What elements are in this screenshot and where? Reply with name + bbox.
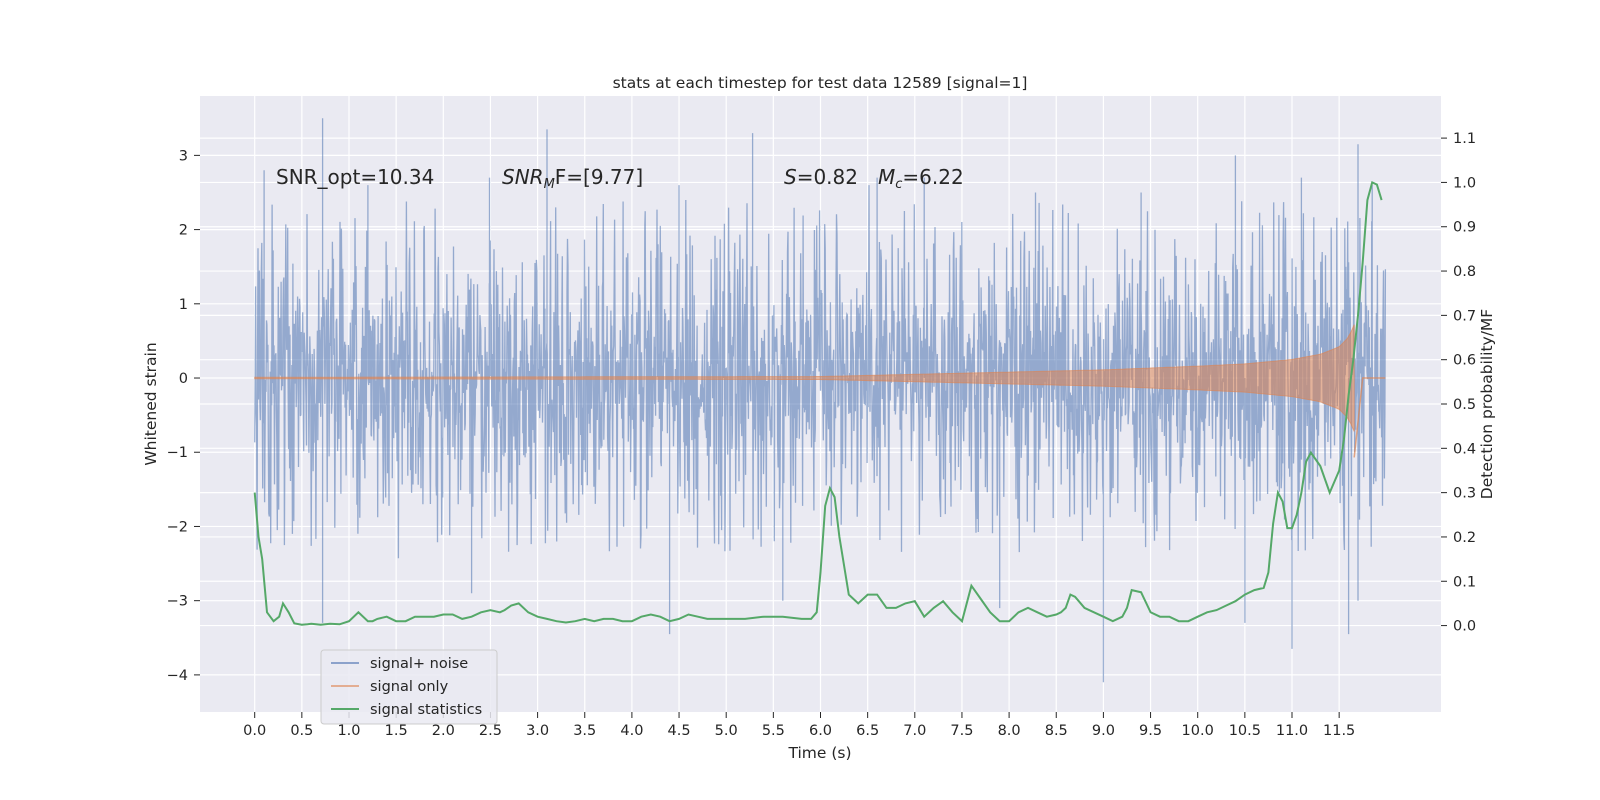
y2-tick-label: 0.1 [1453,574,1476,590]
y-axis-ticks: 3 2 1 0 −1 −2 −3 −4 [167,148,200,684]
x-axis-label: Time (s) [787,744,851,762]
y2-tick-label: 1.0 [1453,175,1476,191]
mc-label: M [878,165,895,189]
x-tick-label: 8.5 [1045,723,1068,739]
legend-label-signal-only: signal only [370,679,449,695]
x-tick-label: 2.5 [479,723,502,739]
y-tick-label: 2 [179,223,188,239]
y2-tick-label: 0.4 [1453,441,1476,457]
x-tick-label: 10.5 [1229,723,1261,739]
legend: signal+ noise signal only signal statist… [320,649,498,725]
snr-mf-subscript: M [544,177,555,192]
mc-subscript: c [895,177,902,192]
x-tick-label: 0.5 [290,723,313,739]
x-tick-label: 5.5 [762,723,785,739]
x-tick-label: 9.5 [1139,723,1162,739]
y2-tick-label: 0.6 [1453,353,1476,369]
x-tick-label: 6.0 [809,723,832,739]
x-tick-label: 6.5 [856,723,879,739]
x-tick-label: 4.5 [668,723,691,739]
y2-tick-label: 0.3 [1453,486,1476,502]
x-tick-label: 3.5 [573,723,596,739]
x-tick-label: 10.0 [1182,723,1214,739]
x-tick-label: 0.0 [243,723,266,739]
x-tick-label: 4.0 [620,723,643,739]
y-tick-label: 1 [179,297,188,313]
x-tick-label: 9.0 [1092,723,1115,739]
x-tick-label: 11.5 [1323,723,1355,739]
x-tick-label: 3.0 [526,723,549,739]
snr-mf-label: SNR [502,165,544,189]
y-tick-label: −2 [167,519,188,535]
y2-tick-label: 0.8 [1453,264,1476,280]
signal-statistics-line [253,180,1383,626]
legend-label-signal-statistics: signal statistics [370,702,482,718]
y2-tick-label: 0.9 [1453,220,1476,236]
signal-only-line [254,324,1355,432]
signal-plus-noise-line [254,118,1387,683]
signal-only-tail [1353,377,1386,458]
y2-axis-ticks: 1.1 1.0 0.9 0.8 0.7 0.6 0.5 0.4 0.3 0.2 0.1 0.0 [1441,131,1476,635]
x-tick-label: 8.0 [998,723,1021,739]
x-tick-label: 5.0 [715,723,738,739]
chart-title: stats at each timestep for test data 125… [613,74,1028,92]
y2-tick-label: 0.5 [1453,397,1476,413]
y2-axis-label: Detection probability/MF [1478,309,1496,500]
y2-tick-label: 1.1 [1453,131,1476,147]
x-tick-label: 1.0 [337,723,360,739]
y-tick-label: −3 [167,594,188,610]
mc-annotation: Mc=6.22 [878,165,964,192]
x-axis-ticks: 0.0 0.5 1.0 1.5 2.0 2.5 3.0 3.5 4.0 4.5 5.0 5.5 6.0 6… [243,712,1355,739]
y2-tick-label: 0.0 [1453,619,1476,635]
s-annotation: S=0.82 [784,165,858,189]
legend-label-signal-noise: signal+ noise [370,656,468,672]
x-tick-label: 2.0 [432,723,455,739]
x-tick-label: 7.0 [903,723,926,739]
s-value: =0.82 [797,165,858,189]
snr-mf-annotation: SNRMF=[9.77] [502,165,643,192]
snr-mf-value: F=[9.77] [555,165,643,189]
s-label: S [784,165,797,189]
y-axis-label: Whitened strain [142,342,160,465]
y-tick-label: 3 [179,148,188,164]
y-tick-label: −1 [167,445,188,461]
x-tick-label: 7.5 [950,723,973,739]
y-tick-label: −4 [167,668,188,684]
snr-opt-annotation: SNR_opt=10.34 [276,165,434,189]
y-tick-label: 0 [179,371,188,387]
legend-box [320,649,498,725]
y2-tick-label: 0.2 [1453,530,1476,546]
y2-tick-label: 0.7 [1453,308,1476,324]
x-tick-label: 1.5 [385,723,408,739]
mc-value: =6.22 [902,165,963,189]
x-tick-label: 11.0 [1276,723,1308,739]
